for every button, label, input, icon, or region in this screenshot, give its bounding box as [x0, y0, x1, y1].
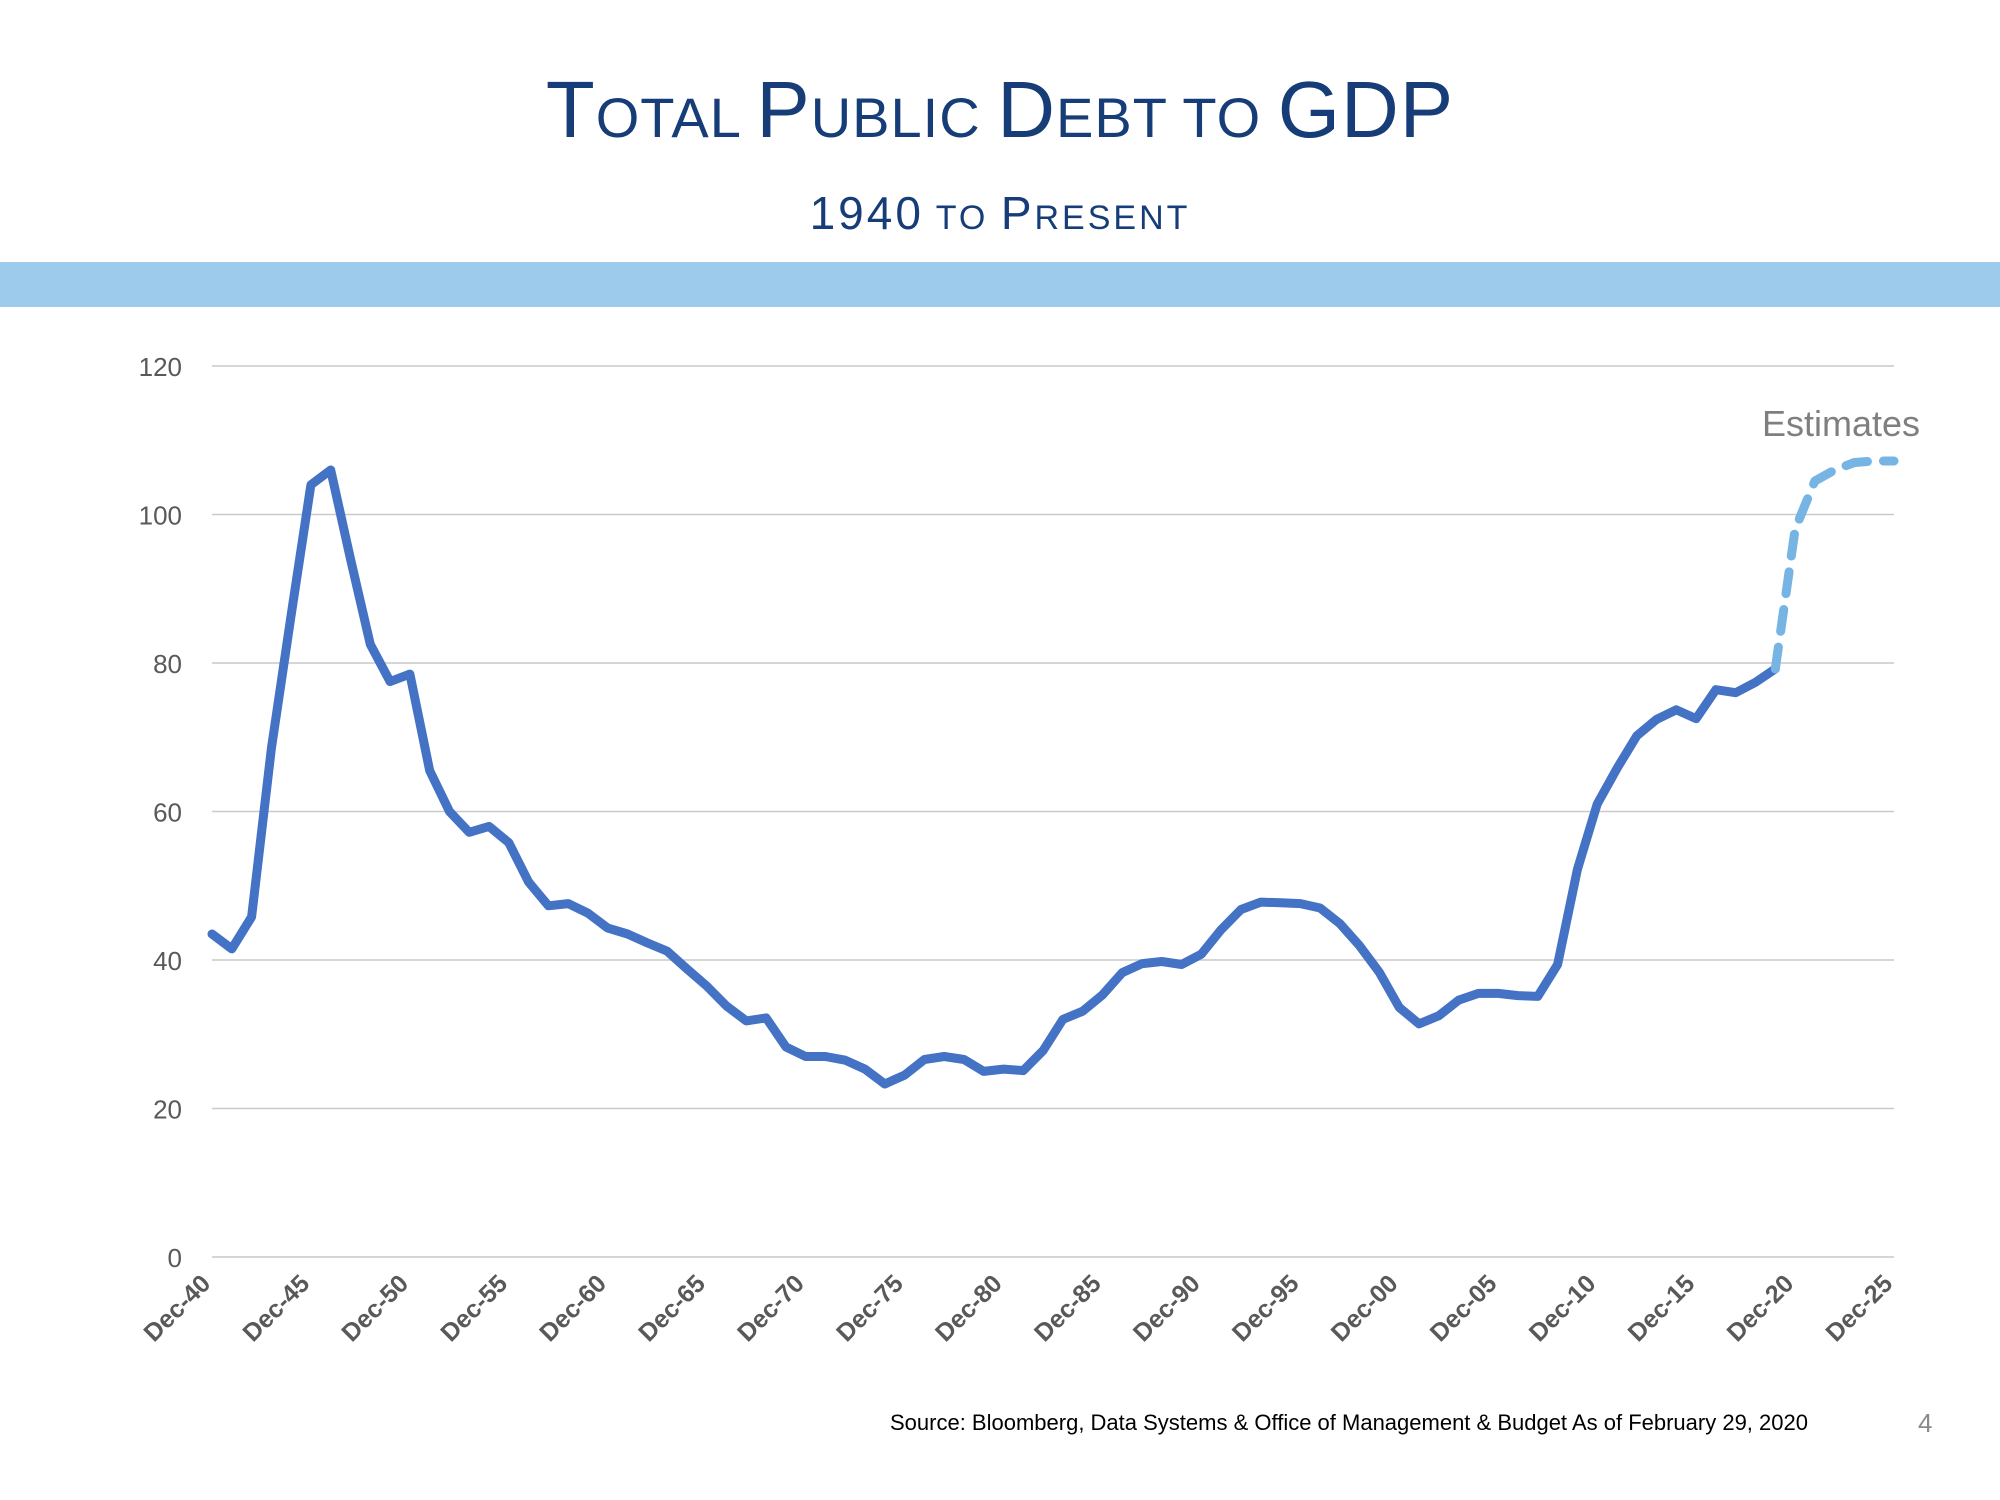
x-tick-label: Dec-85 — [1029, 1269, 1107, 1347]
subtitle-rest-1: RESENT — [1034, 199, 1191, 237]
estimates-annotation: Estimates — [1762, 403, 1920, 444]
title-cap-0: T — [545, 65, 596, 154]
y-tick-label: 100 — [139, 501, 182, 531]
x-tick-label: Dec-90 — [1128, 1269, 1206, 1347]
subtitle-cap-0: 1940 — [809, 187, 924, 239]
title-part: GDP — [1278, 65, 1454, 154]
y-tick-label: 0 — [168, 1243, 182, 1273]
y-tick-label: 80 — [153, 649, 182, 679]
title-cap-1: P — [756, 65, 811, 154]
x-tick-label: Dec-75 — [831, 1269, 909, 1347]
gridlines — [212, 365, 1894, 1258]
x-tick-label: Dec-60 — [534, 1269, 612, 1347]
title-cap-2: D — [997, 65, 1056, 154]
x-tick-label: Dec-80 — [930, 1269, 1008, 1347]
title-cap-3: GDP — [1277, 65, 1455, 154]
title-rest-1: UBLIC — [810, 86, 998, 149]
y-tick-label: 20 — [153, 1095, 182, 1125]
x-tick-label: Dec-05 — [1425, 1269, 1503, 1347]
chart-annotations: Estimates — [1762, 403, 1920, 444]
x-tick-label: Dec-50 — [336, 1269, 414, 1347]
page-subtitle: 1940 TO PRESENT — [0, 186, 2000, 240]
x-tick-label: Dec-20 — [1722, 1269, 1800, 1347]
x-axis-tick-labels: Dec-40 Dec-45 Dec-50 Dec-55 Dec-60 Dec-65 Dec-… — [138, 1269, 1898, 1347]
x-tick-label: Dec-15 — [1623, 1269, 1701, 1347]
x-tick-label: Dec-40 — [138, 1269, 216, 1347]
x-tick-label: Dec-70 — [732, 1269, 810, 1347]
x-tick-label: Dec-10 — [1524, 1269, 1602, 1347]
x-tick-label: Dec-00 — [1326, 1269, 1404, 1347]
title-part: PUBLIC — [756, 65, 998, 154]
x-tick-label: Dec-45 — [237, 1269, 315, 1347]
source-note: Source: Bloomberg, Data Systems & Office… — [890, 1410, 1808, 1435]
x-tick-label: Dec-95 — [1227, 1269, 1305, 1347]
page-number: 4 — [1918, 1408, 1933, 1438]
estimates-series-line — [1770, 456, 1899, 674]
page-title: TOTAL PUBLIC DEBT TO GDP — [0, 64, 2000, 156]
x-tick-label: Dec-65 — [633, 1269, 711, 1347]
y-axis-tick-labels: 0 20 40 60 80 100 120 — [139, 352, 182, 1273]
title-rest-2: EBT TO — [1055, 86, 1278, 149]
title-part: TOTAL — [546, 65, 757, 154]
title-part: DEBT TO — [997, 65, 1278, 154]
x-tick-label: Dec-25 — [1820, 1269, 1898, 1347]
subtitle-rest-0: TO — [923, 199, 1001, 237]
x-tick-label: Dec-55 — [435, 1269, 513, 1347]
series-lines — [207, 456, 1899, 1089]
y-tick-label: 60 — [153, 798, 182, 828]
header-divider-band — [0, 262, 2000, 307]
y-tick-label: 120 — [139, 352, 182, 382]
y-tick-label: 40 — [153, 946, 182, 976]
subtitle-cap-1: P — [1000, 187, 1035, 239]
title-rest-0: OTAL — [595, 86, 757, 149]
historical-series-line — [207, 465, 1780, 1089]
